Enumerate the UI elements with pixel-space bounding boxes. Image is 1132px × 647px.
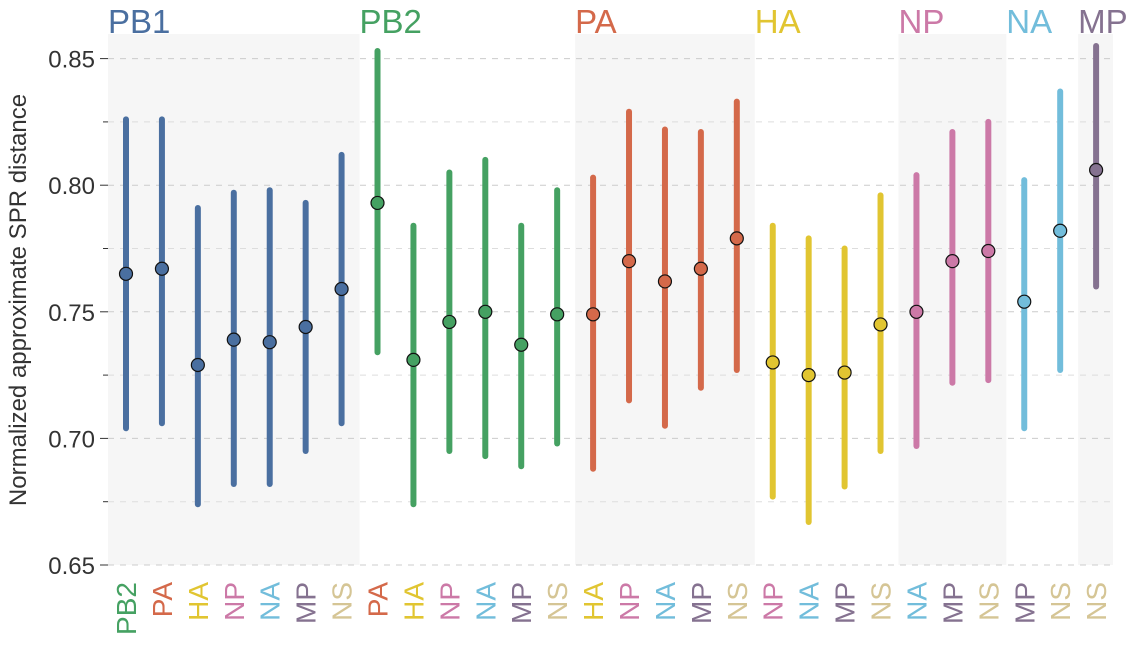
- x-tick-label-pb2: PB2: [111, 582, 142, 635]
- point-na-mp: [1017, 294, 1032, 309]
- point-mp-ns: [1089, 162, 1104, 178]
- point-pa-ha: [585, 307, 601, 322]
- x-tick-label-pa: PA: [147, 582, 178, 618]
- x-tick-label-na: NA: [255, 582, 286, 621]
- group-label-pb2: PB2: [360, 3, 422, 40]
- x-tick-label-na: NA: [470, 582, 501, 621]
- point-pb1-na: [262, 335, 277, 350]
- point-pb2-ha: [406, 352, 421, 368]
- point-np-mp: [945, 254, 960, 269]
- x-tick-label-ns: NS: [327, 582, 358, 621]
- group-label-ha: HA: [755, 3, 801, 40]
- x-tick-label-ha: HA: [578, 582, 609, 621]
- point-na-ns: [1053, 223, 1068, 238]
- group-labels: PB1 PB2 PA HA NP NA MP: [108, 3, 1128, 40]
- x-tick-label-mp: MP: [830, 582, 861, 624]
- x-tick-label-mp: MP: [1009, 582, 1040, 624]
- point-pa-np: [621, 254, 637, 269]
- point-pb2-na: [478, 304, 493, 319]
- point-np-ns: [981, 243, 996, 259]
- point-pa-ns: [729, 231, 744, 246]
- x-tick-label-na: NA: [794, 582, 825, 621]
- point-pb1-ns: [334, 281, 349, 297]
- y-tick-label: 0.70: [48, 426, 95, 453]
- x-tick-label-ns: NS: [542, 582, 573, 621]
- data-points: [118, 162, 1104, 383]
- group-label-np: NP: [898, 3, 944, 40]
- point-pb2-np: [442, 314, 457, 330]
- point-np-na: [909, 304, 924, 319]
- point-pb2-pa: [370, 195, 385, 211]
- point-ha-np: [765, 355, 780, 370]
- point-pa-na: [657, 274, 673, 289]
- group-label-na: NA: [1006, 3, 1052, 40]
- point-pb1-mp: [298, 319, 313, 335]
- y-axis-label: Normalized approximate SPR distance: [5, 94, 32, 506]
- group-label-pa: PA: [575, 3, 617, 40]
- x-tick-label-mp: MP: [506, 582, 537, 624]
- x-tick-label-np: NP: [758, 582, 789, 621]
- group-label-mp: MP: [1078, 3, 1128, 40]
- x-tick-label-ns: NS: [1045, 582, 1076, 621]
- x-tick-label-np: NP: [219, 582, 250, 621]
- y-tick-label: 0.65: [48, 553, 95, 580]
- x-tick-label-ns: NS: [1081, 582, 1112, 621]
- x-tick-label-mp: MP: [937, 582, 968, 624]
- point-pb1-pb2: [118, 266, 134, 281]
- x-tick-label-mp: MP: [291, 582, 322, 624]
- point-pa-mp: [693, 261, 708, 276]
- point-pb1-ha: [190, 357, 205, 373]
- group-bands: [108, 34, 1113, 565]
- x-tick-label-na: NA: [650, 582, 681, 621]
- point-pb2-ns: [550, 307, 565, 322]
- x-tick-label-ha: HA: [398, 582, 429, 621]
- point-ha-mp: [837, 365, 852, 380]
- x-tick-label-mp: MP: [686, 582, 717, 624]
- x-tick-label-na: NA: [901, 582, 932, 621]
- x-tick-label-ha: HA: [183, 582, 214, 621]
- y-tick-label: 0.75: [48, 300, 95, 327]
- y-tick-label: 0.80: [48, 173, 95, 200]
- point-ha-na: [801, 368, 816, 383]
- point-ha-ns: [873, 317, 888, 332]
- x-tick-label-ns: NS: [973, 582, 1004, 621]
- y-axis: 0.65 0.70 0.75 0.80 0.85: [48, 47, 108, 580]
- y-tick-label: 0.85: [48, 47, 95, 74]
- x-axis: PB2 PA HA NP NA MP NS PA HA NP NA MP NS HA NP NA MP NS NP N…: [111, 582, 1112, 635]
- x-tick-label-pa: PA: [363, 582, 394, 618]
- x-tick-label-ns: NS: [866, 582, 897, 621]
- point-pb1-pa: [154, 261, 170, 276]
- x-tick-label-np: NP: [434, 582, 465, 621]
- point-pb2-mp: [514, 337, 529, 352]
- group-label-pb1: PB1: [108, 3, 170, 40]
- x-tick-label-np: NP: [614, 582, 645, 621]
- point-pb1-np: [226, 332, 241, 347]
- x-tick-label-ns: NS: [722, 582, 753, 621]
